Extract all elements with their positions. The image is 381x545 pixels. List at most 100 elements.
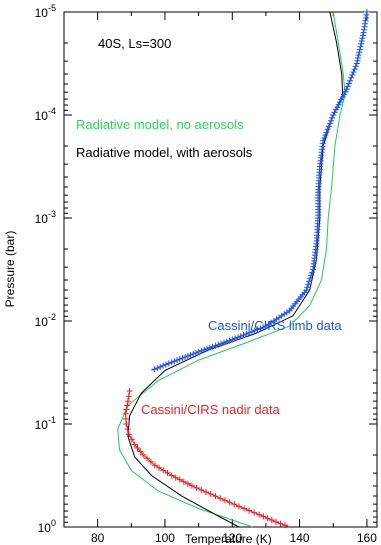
series-cirs-limb-marker [154, 365, 161, 372]
series-cirs-nadir-marker [188, 482, 195, 489]
series-cirs-limb-marker [356, 46, 363, 53]
series-cirs-limb-marker [160, 362, 166, 369]
series-cirs-nadir-marker [126, 431, 132, 438]
series-cirs-nadir-marker [251, 509, 258, 516]
series-cirs-limb-marker [331, 109, 338, 116]
series-cirs-nadir-marker [273, 518, 279, 525]
y-tick-label: 100 [38, 518, 56, 535]
series-cirs-limb-marker [215, 341, 222, 348]
series-cirs-limb-marker [352, 63, 359, 70]
x-axis-title: Temperature (K) [185, 532, 272, 545]
series-cirs-nadir-marker [282, 522, 288, 529]
series-cirs-limb-marker [305, 281, 312, 288]
annotation-with-aerosols: Radiative model, with aerosols [76, 145, 253, 160]
series-cirs-limb-marker [330, 112, 337, 118]
series-cirs-limb-marker [254, 326, 261, 333]
series-cirs-limb-marker [354, 57, 361, 64]
series-cirs-nadir-marker [246, 507, 253, 514]
series-cirs-nadir-marker [176, 476, 183, 483]
annotation-no-aerosols: Radiative model, no aerosols [76, 117, 244, 132]
series-model-no-aerosols-line [117, 11, 346, 528]
series-cirs-limb-marker [201, 346, 208, 353]
series-cirs-limb-marker [192, 349, 199, 356]
series-cirs-nadir-marker [260, 513, 267, 520]
series-cirs-limb-marker [179, 355, 186, 362]
series-cirs-limb-marker [257, 325, 264, 332]
series-cirs-nadir-marker [123, 406, 130, 413]
series-cirs-limb-marker [360, 29, 367, 36]
x-tick-label: 100 [155, 531, 175, 545]
series-cirs-limb-marker [174, 357, 181, 364]
series-cirs-limb-marker [337, 99, 343, 106]
series-cirs-limb-marker [348, 74, 355, 81]
series-cirs-limb-marker [321, 134, 328, 141]
series-cirs-nadir-marker [226, 499, 233, 506]
series-cirs-limb-marker [246, 329, 253, 336]
x-tick-label: 80 [91, 531, 105, 545]
series-cirs-limb-marker [309, 269, 316, 276]
series-cirs-limb-marker [190, 351, 197, 357]
series-cirs-limb-line [151, 11, 368, 371]
series-cirs-nadir-marker [147, 458, 154, 465]
y-tick-label: 10-4 [35, 106, 56, 123]
annotation-title: 40S, Ls=300 [98, 36, 171, 51]
minor-ticks [64, 42, 377, 523]
series-cirs-nadir-marker [164, 469, 171, 476]
series-layer [117, 9, 370, 529]
plot-frame [63, 11, 378, 528]
series-cirs-limb-marker [329, 114, 336, 121]
series-cirs-nadir-marker [144, 455, 150, 462]
series-cirs-nadir-marker [264, 515, 271, 522]
series-cirs-nadir-marker [140, 451, 147, 458]
y-axis-ticks: 10-5 10-4 10-3 10-2 10-1 100 [35, 3, 377, 535]
series-cirs-limb-marker [168, 359, 175, 366]
series-cirs-limb-marker [184, 353, 191, 359]
series-cirs-limb-marker [165, 360, 172, 367]
series-cirs-nadir-marker [184, 480, 191, 487]
series-cirs-limb-marker [326, 120, 333, 127]
series-cirs-limb-marker [176, 356, 183, 363]
y-tick-label: 10-1 [35, 415, 56, 432]
series-cirs-nadir-marker [212, 493, 219, 500]
x-tick-label: 120 [222, 531, 242, 545]
series-cirs-limb-marker [162, 361, 169, 368]
series-cirs-nadir-marker [134, 445, 141, 451]
series-cirs-limb-marker [307, 275, 314, 282]
series-cirs-limb-marker [229, 336, 236, 343]
series-cirs-limb-marker [357, 43, 364, 50]
series-cirs-limb-marker [308, 272, 315, 279]
series-cirs-limb-marker [171, 358, 178, 365]
x-axis-ticks: 80 100 120 140 160 [63, 12, 377, 545]
series-cirs-limb-marker [248, 328, 255, 335]
series-cirs-limb-marker [355, 54, 361, 61]
series-cirs-limb-marker [206, 344, 213, 351]
series-cirs-limb-marker [353, 60, 360, 67]
series-cirs-nadir-marker [125, 393, 132, 400]
series-cirs-limb-marker [187, 352, 194, 358]
series-cirs-nadir-marker [193, 484, 200, 491]
series-cirs-limb-marker [212, 342, 219, 349]
series-cirs-limb-marker [204, 345, 210, 352]
annotation-nadir: Cassini/CIRS nadir data [141, 402, 280, 417]
series-cirs-nadir-marker [168, 472, 175, 479]
series-cirs-limb-marker [157, 363, 164, 370]
series-cirs-limb-marker [341, 91, 347, 98]
series-cirs-nadir-marker [122, 410, 129, 417]
series-cirs-nadir-marker [268, 517, 275, 523]
x-tick-label: 140 [290, 531, 310, 545]
series-cirs-limb-marker [182, 354, 189, 360]
series-cirs-nadir-marker [217, 495, 224, 502]
series-cirs-nadir-marker [207, 491, 214, 497]
series-cirs-limb-marker [237, 333, 244, 340]
series-cirs-nadir-marker [256, 511, 263, 518]
series-cirs-limb-marker [262, 323, 269, 330]
series-cirs-limb-marker [198, 347, 205, 354]
series-cirs-limb-marker [335, 101, 342, 108]
series-cirs-nadir-marker [124, 426, 131, 433]
series-cirs-nadir-marker [137, 448, 144, 455]
series-cirs-limb-marker [322, 132, 329, 138]
series-cirs-limb-marker [223, 338, 230, 345]
series-cirs-nadir-marker [172, 474, 179, 481]
series-cirs-limb-marker [328, 117, 334, 124]
